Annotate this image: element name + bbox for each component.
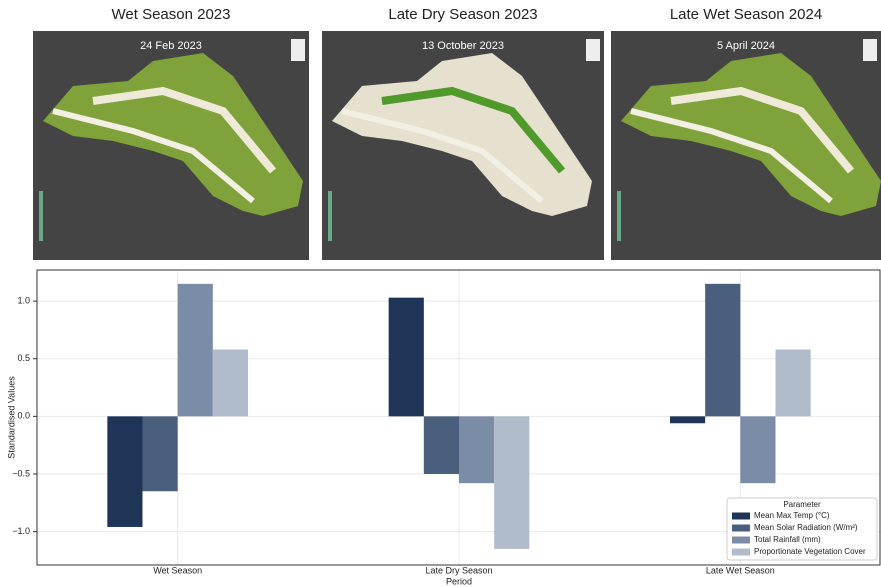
bar xyxy=(776,350,811,417)
x-tick-label: Late Wet Season xyxy=(706,565,775,575)
panel-title: Late Dry Season 2023 xyxy=(388,6,537,23)
bar xyxy=(143,416,178,491)
panel-date: 24 Feb 2023 xyxy=(140,40,202,52)
y-tick-label: 0.5 xyxy=(17,353,30,363)
legend-swatch xyxy=(732,513,750,520)
bar xyxy=(705,284,740,417)
y-tick-label: 0.0 xyxy=(17,411,30,421)
bar xyxy=(459,416,494,483)
x-tick-label: Late Dry Season xyxy=(425,565,492,575)
legend-swatch xyxy=(732,525,750,532)
north-arrow xyxy=(291,39,305,61)
bar xyxy=(424,416,459,474)
colorbar xyxy=(39,191,43,241)
bar xyxy=(213,350,248,417)
bar xyxy=(389,298,424,417)
legend-swatch xyxy=(732,549,750,556)
bar xyxy=(178,284,213,417)
colorbar xyxy=(617,191,621,241)
panel-title: Late Wet Season 2024 xyxy=(670,6,822,23)
legend-label: Proportionate Vegetation Cover xyxy=(754,547,866,556)
x-axis-label: Period xyxy=(446,576,472,586)
north-arrow xyxy=(586,39,600,61)
legend-title: Parameter xyxy=(783,500,821,509)
figure: Wet Season 2023 24 Feb 2023 Late Dry Seaso… xyxy=(0,0,881,587)
panel-date: 5 April 2024 xyxy=(717,40,775,52)
legend-label: Mean Max Temp (°C) xyxy=(754,511,830,520)
north-arrow xyxy=(863,39,877,61)
y-tick-label: −0.5 xyxy=(12,468,30,478)
bar xyxy=(740,416,775,483)
colorbar xyxy=(328,191,332,241)
y-axis-label: Standardised Values xyxy=(6,376,16,459)
panel-title: Wet Season 2023 xyxy=(112,6,231,23)
x-tick-label: Wet Season xyxy=(153,565,202,575)
bar xyxy=(107,416,142,527)
panel-date: 13 October 2023 xyxy=(422,40,504,52)
legend-label: Total Rainfall (mm) xyxy=(754,535,821,544)
legend-label: Mean Solar Radiation (W/m²) xyxy=(754,523,858,532)
y-tick-label: −1.0 xyxy=(12,526,30,536)
bar xyxy=(494,416,529,549)
legend-swatch xyxy=(732,537,750,544)
bar xyxy=(670,416,705,423)
y-tick-label: 1.0 xyxy=(17,295,30,305)
